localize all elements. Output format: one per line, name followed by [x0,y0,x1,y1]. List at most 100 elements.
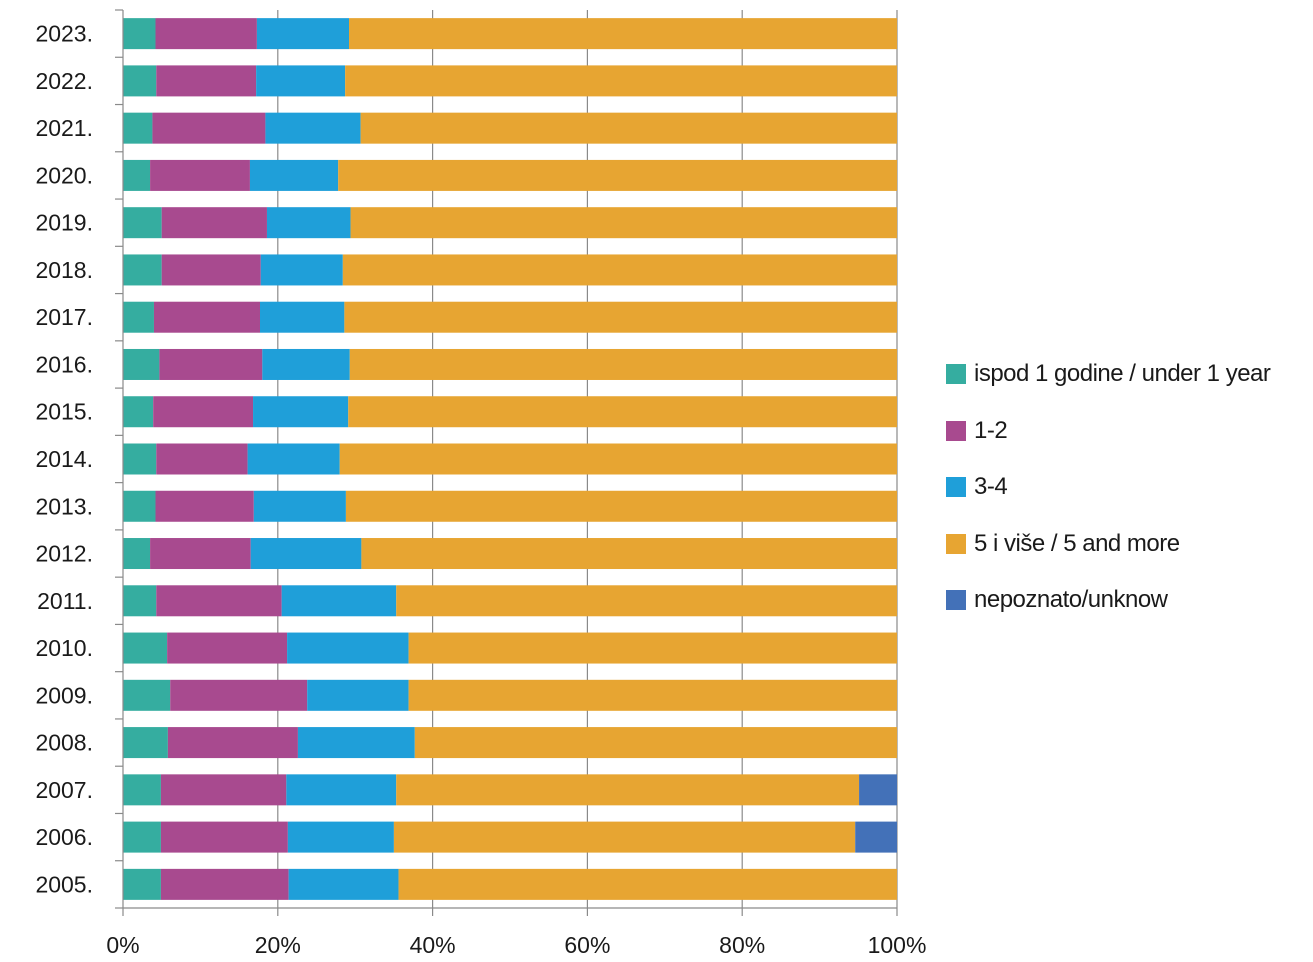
bar-segment [282,585,397,616]
bar-segment [396,774,859,805]
bar-segment [150,160,250,191]
bar-segment [361,538,897,569]
bar-segment [351,207,897,238]
legend-label: 5 i više / 5 and more [974,530,1180,558]
bar-segment [348,396,897,427]
bar-segment [123,680,170,711]
bar-segment [265,113,360,144]
bar-segment [340,444,897,475]
bar-segment [248,444,340,475]
x-tick-label: 100% [868,932,927,958]
bar-segment [123,349,159,380]
bar-segment [298,727,415,758]
x-tick-label: 60% [564,932,610,958]
bar-segment [267,207,351,238]
y-tick-label: 2022. [35,68,93,94]
bar-segment [168,727,298,758]
bar-segment [170,680,307,711]
x-tick-label: 0% [106,932,139,958]
bar-segment [123,396,153,427]
bar-segment [361,113,897,144]
bar-segment [123,869,161,900]
x-tick-label: 20% [255,932,301,958]
bar-segment [260,302,344,333]
y-tick-label: 2023. [35,21,93,47]
bar-segment [415,727,897,758]
bar-segment [345,65,897,96]
bar-segment [254,491,346,522]
bar-segment [123,302,154,333]
y-tick-label: 2015. [35,399,93,425]
bar-segment [344,302,897,333]
bar-segment [343,254,897,285]
bar-segment [349,18,897,49]
bar-segment [123,727,168,758]
bar-segment [261,254,343,285]
bar-segment [123,65,156,96]
bar-segment [156,18,257,49]
bar-segment [156,65,256,96]
y-tick-label: 2005. [35,871,93,897]
bar-segment [251,538,362,569]
bar-segment [123,254,162,285]
bar-segment [156,491,254,522]
bar-segment [162,254,261,285]
bar-segment [855,822,897,853]
bar-segment [346,491,897,522]
legend-label: 1-2 [974,417,1007,445]
bar-segment [123,207,162,238]
legend-item: nepoznato/unknow [946,581,1306,619]
legend: ispod 1 godine / under 1 year 1-2 3-4 5 i v… [946,355,1306,638]
legend-label: ispod 1 godine / under 1 year [974,360,1270,388]
bar-segment [396,585,897,616]
bar-segment [150,538,251,569]
bar-segment [123,444,156,475]
bar-segment [123,18,156,49]
bar-segment [256,65,345,96]
bar-segment [161,822,288,853]
legend-item: ispod 1 godine / under 1 year [946,355,1306,393]
bar-segment [159,349,262,380]
y-tick-label: 2021. [35,115,93,141]
bar-segment [253,396,348,427]
bar-segment [123,822,161,853]
bar-segment [409,680,897,711]
bar-segment [123,160,150,191]
y-tick-label: 2011. [37,588,93,614]
x-tick-label: 40% [410,932,456,958]
y-tick-label: 2008. [35,730,93,756]
bar-segment [161,869,289,900]
bar-segment [123,113,152,144]
legend-swatch [946,421,966,441]
x-tick-label: 80% [719,932,765,958]
bar-segment [289,869,399,900]
bar-segment [123,491,156,522]
legend-swatch [946,477,966,497]
bar-segment [152,113,265,144]
bar-segment [409,633,897,664]
bar-segment [123,538,150,569]
bar-segment [167,633,287,664]
y-tick-label: 2013. [35,493,93,519]
bar-segment [153,396,253,427]
bar-segment [262,349,349,380]
bar-segment [156,585,281,616]
y-tick-label: 2012. [35,541,93,567]
y-tick-label: 2018. [35,257,93,283]
y-tick-label: 2014. [35,446,93,472]
bar-segment [338,160,897,191]
y-tick-label: 2020. [35,162,93,188]
y-tick-label: 2016. [35,351,93,377]
bar-segment [350,349,897,380]
y-tick-label: 2007. [35,777,93,803]
legend-swatch [946,590,966,610]
bar-segment [156,444,247,475]
legend-swatch [946,364,966,384]
legend-swatch [946,534,966,554]
bar-segment [257,18,349,49]
bar-segment [162,207,267,238]
bar-segment [394,822,855,853]
legend-label: nepoznato/unknow [974,586,1168,614]
bar-segment [154,302,260,333]
